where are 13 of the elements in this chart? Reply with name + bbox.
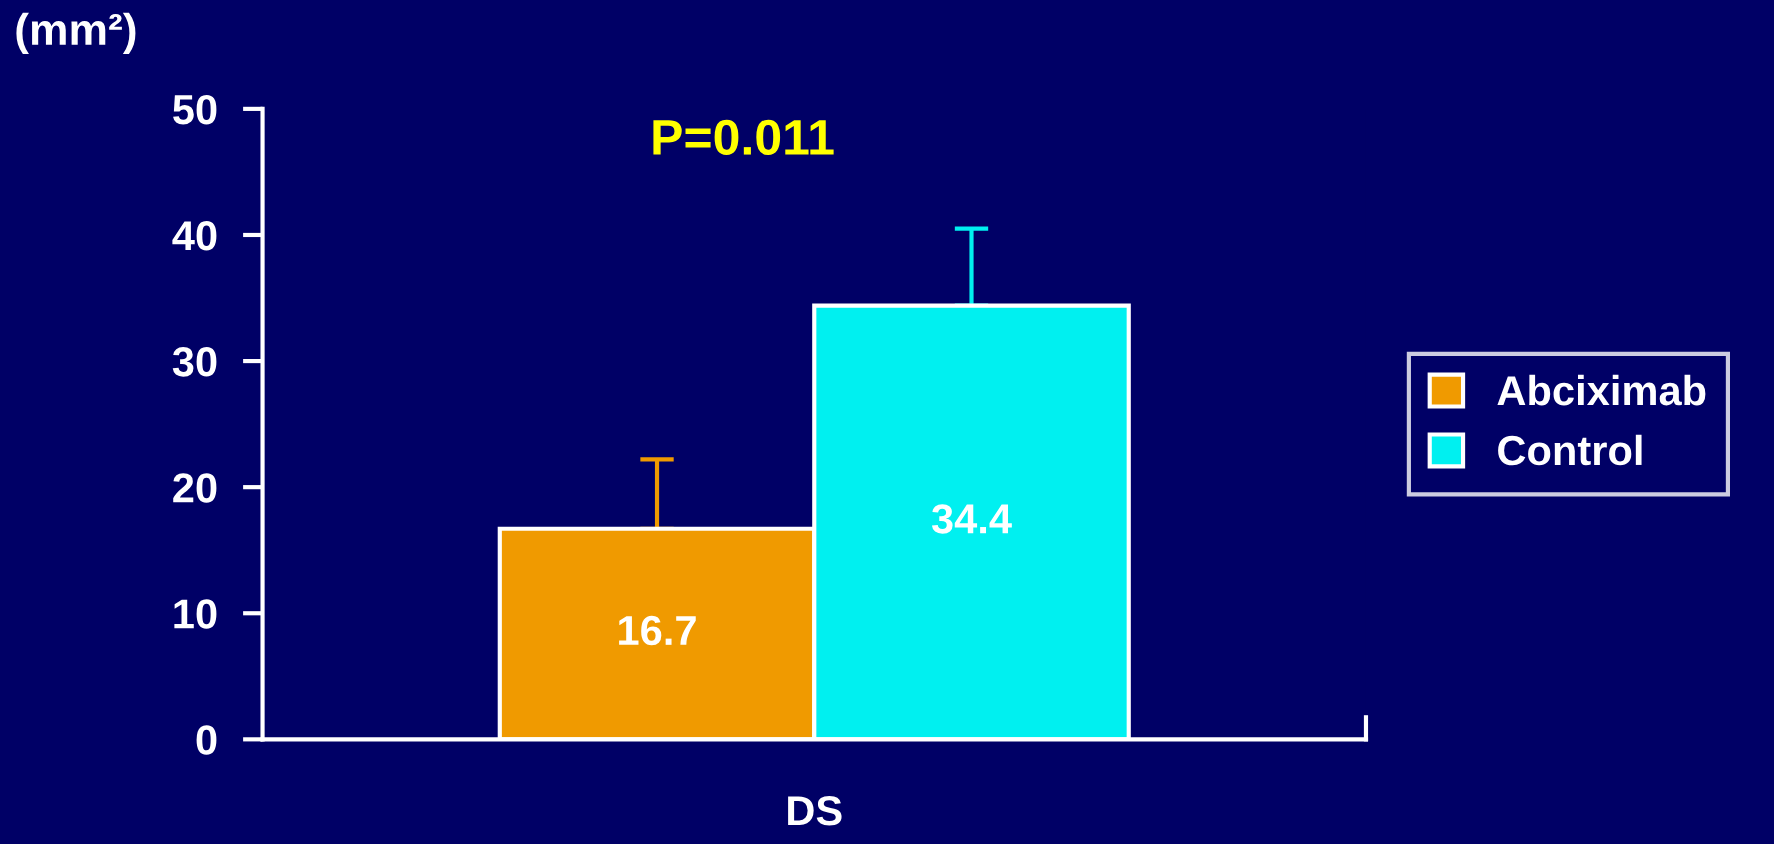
data-label: 34.4 bbox=[931, 504, 1012, 534]
y-tick-label: 10 bbox=[174, 599, 217, 629]
y-tick-label: 20 bbox=[173, 473, 217, 503]
y-axis-title: (mm²) bbox=[16, 12, 136, 55]
data-label: 16.7 bbox=[619, 615, 696, 646]
legend-label: Abciximab bbox=[1497, 374, 1706, 406]
y-tick-label: 40 bbox=[172, 220, 217, 251]
y-tick-label: 30 bbox=[172, 347, 217, 377]
y-tick-label: 50 bbox=[173, 94, 217, 125]
legend-label: Control bbox=[1498, 434, 1642, 466]
x-tick-label: DS bbox=[788, 796, 842, 826]
y-tick-label: 0 bbox=[196, 725, 217, 755]
annotation: P=0.011 bbox=[653, 119, 834, 156]
